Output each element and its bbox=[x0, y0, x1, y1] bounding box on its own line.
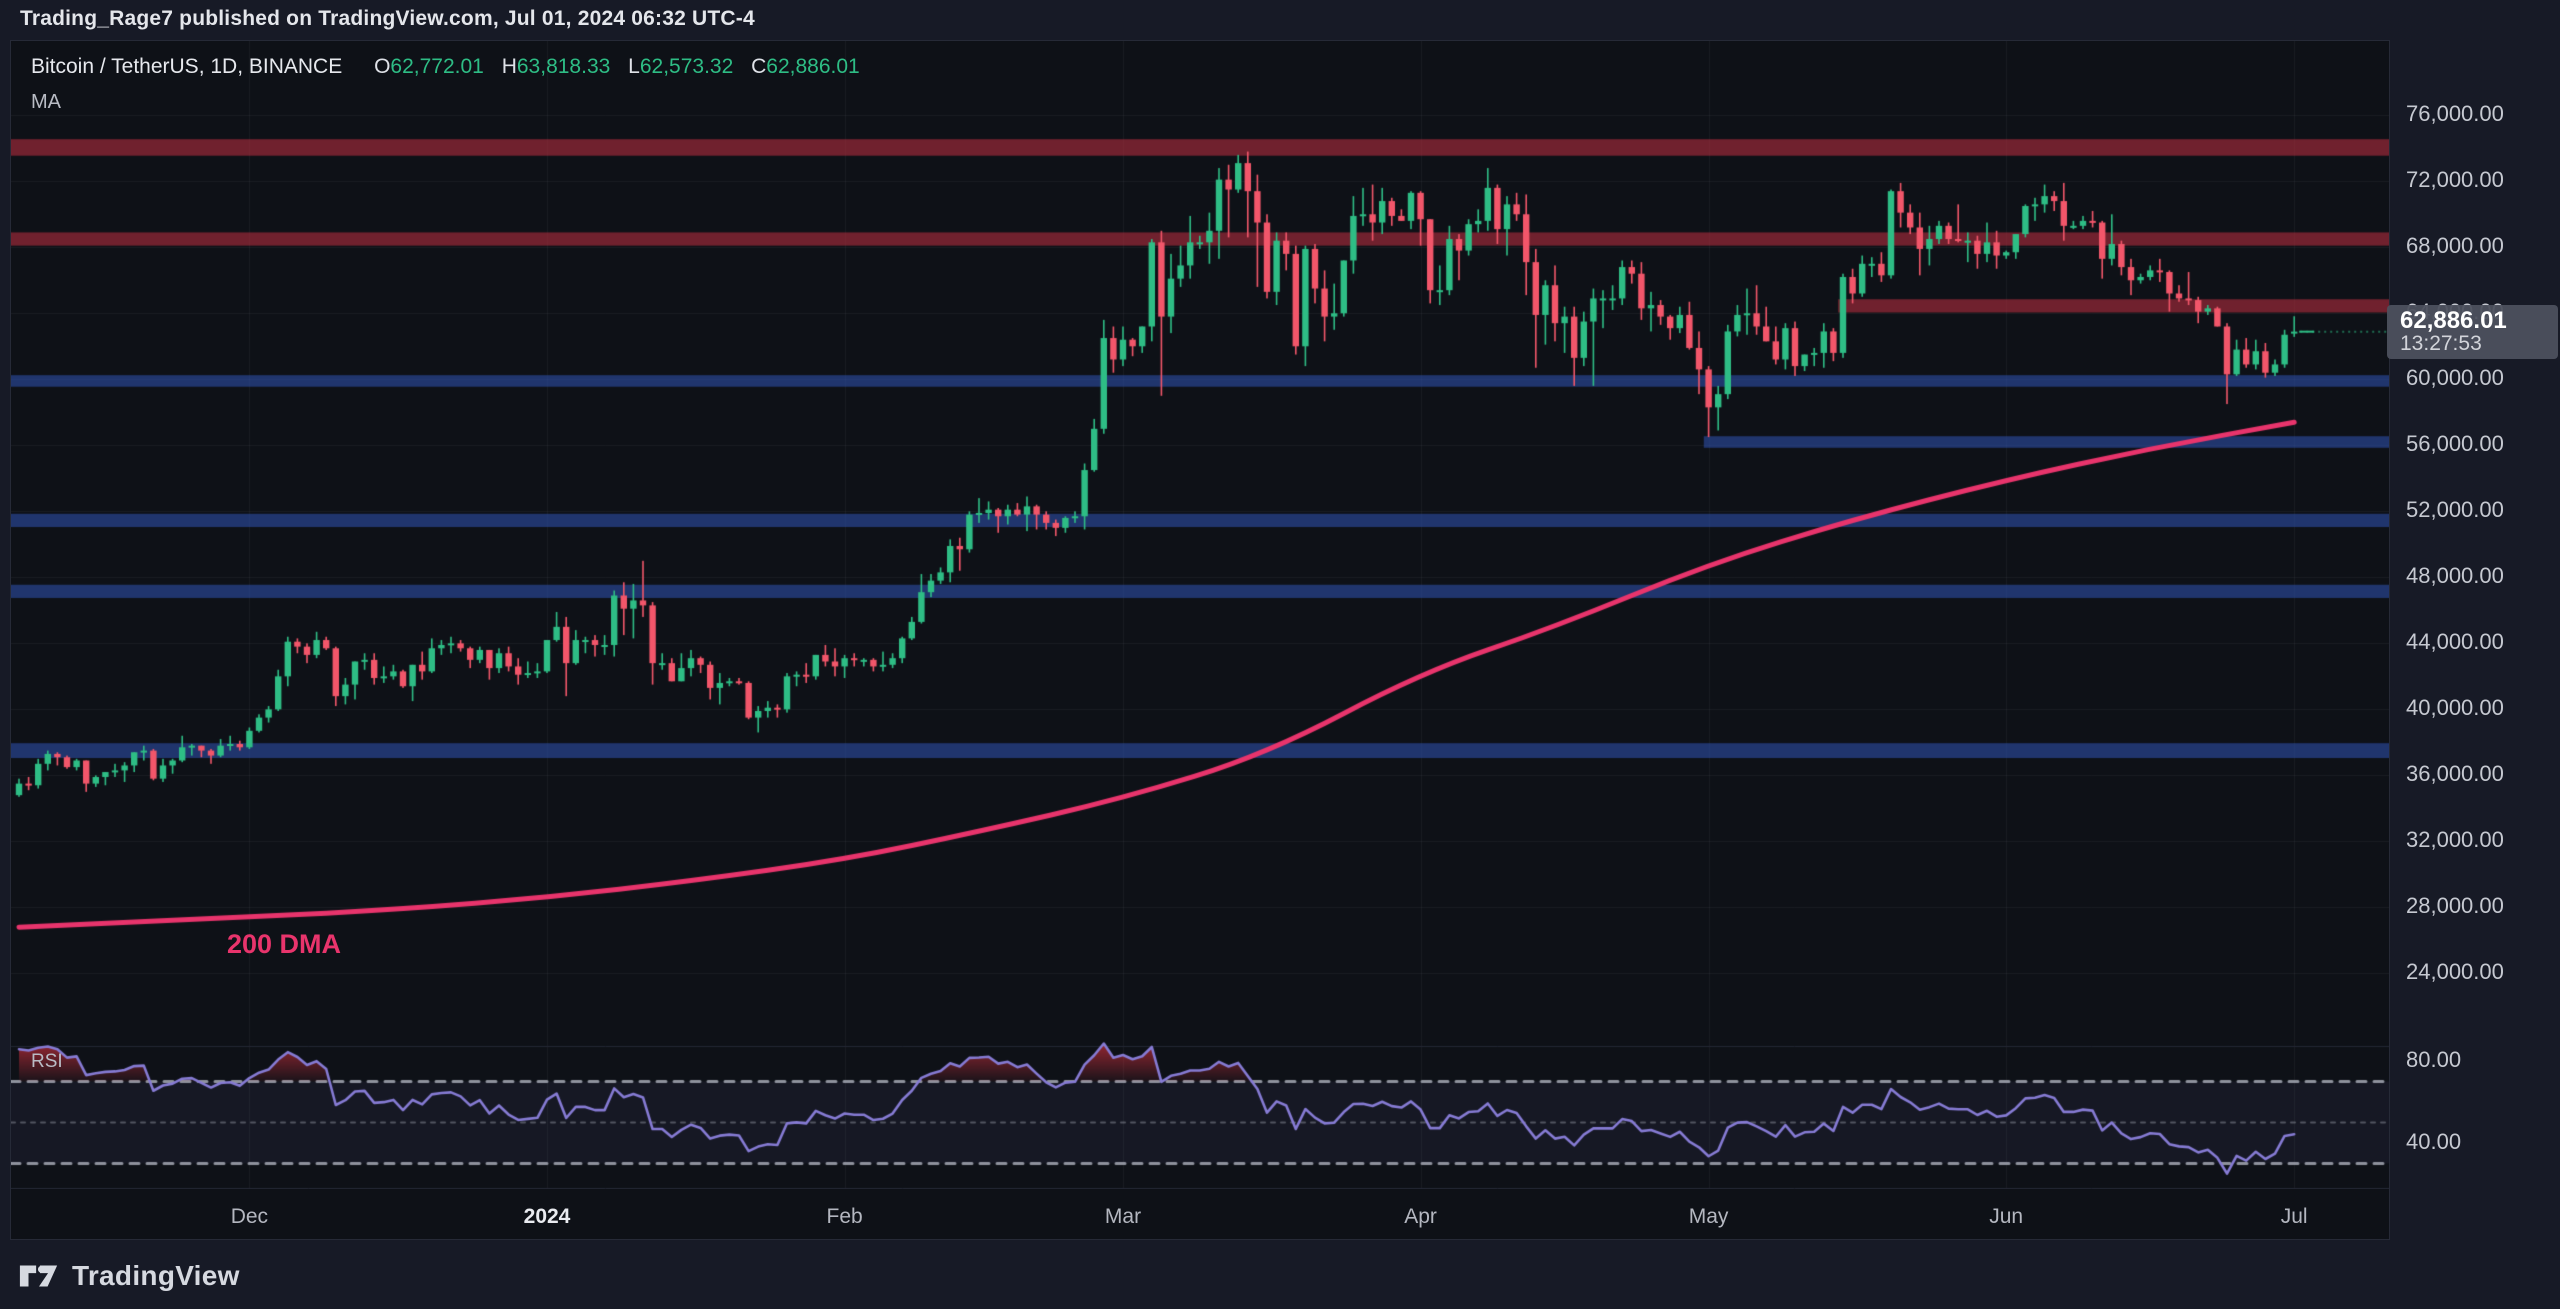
rsi-tick-80: 80.00 bbox=[2406, 1046, 2462, 1072]
footer-bar: TradingView bbox=[18, 1254, 240, 1298]
chart-legend: Bitcoin / TetherUS, 1D, BINANCE O62,772.… bbox=[31, 55, 860, 114]
time-axis: Dec 2024 Feb Mar Apr May Jun Jul bbox=[11, 1191, 2389, 1239]
time-tick-Dec: Dec bbox=[230, 1205, 269, 1228]
price-tick-76000: 76,000.00 bbox=[2406, 101, 2504, 127]
chart-area: Bitcoin / TetherUS, 1D, BINANCE O62,772.… bbox=[10, 40, 2390, 1240]
price-tick-72000: 72,000.00 bbox=[2406, 167, 2504, 193]
dma-annotation: 200 DMA bbox=[227, 929, 342, 959]
price-tick-44000: 44,000.00 bbox=[2406, 629, 2504, 655]
low-label: L bbox=[628, 55, 640, 78]
open-label: O bbox=[374, 55, 391, 78]
published-line: Trading_Rage7 published on TradingView.c… bbox=[20, 7, 755, 30]
price-tick-24000: 24,000.00 bbox=[2406, 959, 2504, 985]
bar-countdown: 13:27:53 bbox=[2400, 331, 2482, 355]
last-price-label: 62,886.01 13:27:53 bbox=[2387, 304, 2558, 359]
time-tick-Mar: Mar bbox=[1104, 1205, 1142, 1228]
time-tick-Jun: Jun bbox=[1989, 1205, 2024, 1228]
price-tick-52000: 52,000.00 bbox=[2406, 497, 2504, 523]
time-tick-Feb: Feb bbox=[826, 1205, 863, 1228]
price-tick-68000: 68,000.00 bbox=[2406, 233, 2504, 259]
time-tick-2024: 2024 bbox=[523, 1205, 571, 1228]
high-label: H bbox=[501, 55, 517, 78]
tradingview-logo-icon[interactable] bbox=[18, 1261, 60, 1291]
ma-legend-label: MA bbox=[31, 91, 61, 113]
price-tick-36000: 36,000.00 bbox=[2406, 761, 2504, 787]
close-label: C bbox=[751, 55, 767, 78]
publish-header: Trading_Rage7 published on TradingView.c… bbox=[0, 0, 2560, 40]
price-axis: 62,886.01 13:27:53 76,000.00 72,000.00 68,… bbox=[2387, 40, 2560, 1190]
close-value: 62,886.01 bbox=[766, 55, 860, 78]
price-tick-56000: 56,000.00 bbox=[2406, 431, 2504, 457]
low-value: 62,573.32 bbox=[639, 55, 734, 78]
price-tick-28000: 28,000.00 bbox=[2406, 893, 2504, 919]
rsi-pane-label: RSI bbox=[31, 1051, 63, 1072]
time-tick-Apr: Apr bbox=[1404, 1205, 1437, 1228]
price-tick-32000: 32,000.00 bbox=[2406, 827, 2504, 853]
price-tick-60000: 60,000.00 bbox=[2406, 365, 2504, 391]
time-tick-May: May bbox=[1688, 1205, 1729, 1228]
rsi-tick-40: 40.00 bbox=[2406, 1128, 2462, 1154]
last-price: 62,886.01 bbox=[2400, 306, 2507, 334]
brand-name[interactable]: TradingView bbox=[72, 1260, 240, 1291]
symbol-title: Bitcoin / TetherUS, 1D, BINANCE bbox=[31, 55, 343, 78]
time-tick-Jul: Jul bbox=[2280, 1205, 2308, 1228]
price-tick-40000: 40,000.00 bbox=[2406, 695, 2504, 721]
high-value: 63,818.33 bbox=[516, 55, 611, 78]
price-tick-48000: 48,000.00 bbox=[2406, 563, 2504, 589]
price-chart-canvas bbox=[11, 41, 2389, 1189]
open-value: 62,772.01 bbox=[390, 55, 484, 78]
